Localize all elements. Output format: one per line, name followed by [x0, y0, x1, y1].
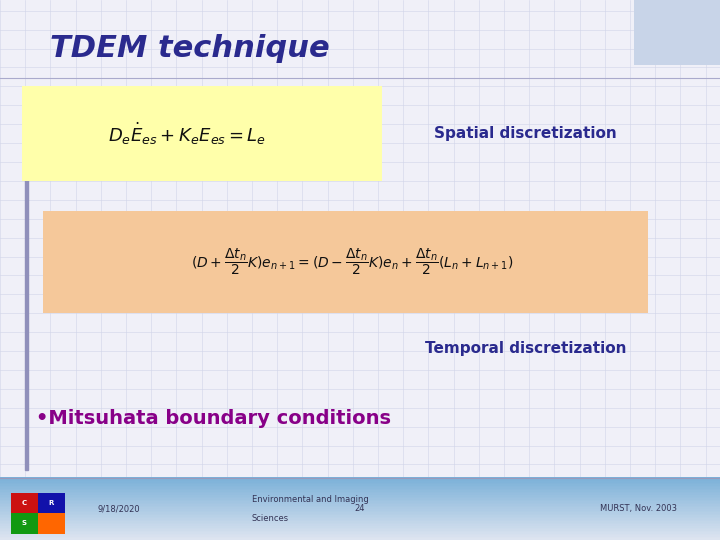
- Bar: [0, 495, 720, 497]
- Bar: [0, 491, 720, 494]
- Bar: [0, 538, 720, 540]
- Bar: [0, 536, 720, 538]
- Bar: [0, 529, 720, 531]
- Text: Spatial discretization: Spatial discretization: [434, 126, 617, 141]
- Bar: [11, 493, 37, 513]
- Bar: [0, 505, 720, 508]
- Bar: [43, 211, 648, 313]
- Text: S: S: [22, 521, 27, 526]
- Text: Sciences: Sciences: [252, 514, 289, 523]
- Text: TDEM technique: TDEM technique: [50, 34, 330, 63]
- Bar: [0, 482, 720, 484]
- Text: $(D + \dfrac{\Delta t_n}{2} K)e_{n+1} = (D - \dfrac{\Delta t_n}{2} K)e_n + \dfra: $(D + \dfrac{\Delta t_n}{2} K)e_{n+1} = …: [192, 247, 514, 277]
- Bar: [0, 532, 720, 534]
- Text: •Mitsuhata boundary conditions: •Mitsuhata boundary conditions: [36, 409, 391, 428]
- Bar: [0, 484, 720, 485]
- Bar: [0, 488, 720, 490]
- Text: Temporal discretization: Temporal discretization: [425, 341, 626, 356]
- Bar: [0, 487, 720, 489]
- Bar: [0, 504, 720, 506]
- Bar: [0, 525, 720, 528]
- Bar: [0, 534, 720, 535]
- Text: $D_e \dot{E}_{es} + K_e E_{es} = L_e$: $D_e \dot{E}_{es} + K_e E_{es} = L_e$: [108, 121, 266, 147]
- Bar: [0, 535, 720, 537]
- Text: Environmental and Imaging: Environmental and Imaging: [252, 495, 369, 504]
- Bar: [0, 518, 720, 520]
- Bar: [0, 515, 720, 517]
- Bar: [0, 530, 720, 532]
- Bar: [0, 519, 720, 522]
- Text: 9/18/2020: 9/18/2020: [97, 504, 140, 513]
- Bar: [11, 513, 37, 534]
- Bar: [634, 0, 720, 65]
- Bar: [0, 527, 720, 529]
- Bar: [37, 493, 65, 513]
- Bar: [37, 513, 65, 534]
- Bar: [25, 92, 28, 470]
- Bar: [0, 522, 720, 524]
- Bar: [0, 511, 720, 514]
- Bar: [0, 481, 720, 483]
- Text: MURST, Nov. 2003: MURST, Nov. 2003: [600, 504, 677, 513]
- Bar: [0, 485, 720, 487]
- Bar: [0, 502, 720, 504]
- Bar: [0, 496, 720, 498]
- Bar: [0, 479, 720, 481]
- Text: C: C: [22, 500, 27, 506]
- Bar: [0, 510, 720, 512]
- Bar: [0, 499, 720, 501]
- Bar: [0, 521, 720, 523]
- Bar: [22, 86, 382, 181]
- Bar: [0, 524, 720, 526]
- Text: 24: 24: [355, 504, 365, 513]
- Bar: [0, 490, 720, 492]
- Bar: [0, 493, 720, 495]
- Bar: [0, 507, 720, 509]
- Bar: [0, 501, 720, 503]
- Bar: [0, 477, 720, 480]
- Bar: [0, 516, 720, 518]
- Bar: [0, 509, 720, 510]
- Bar: [0, 497, 720, 500]
- Text: R: R: [49, 500, 54, 506]
- Bar: [0, 513, 720, 515]
